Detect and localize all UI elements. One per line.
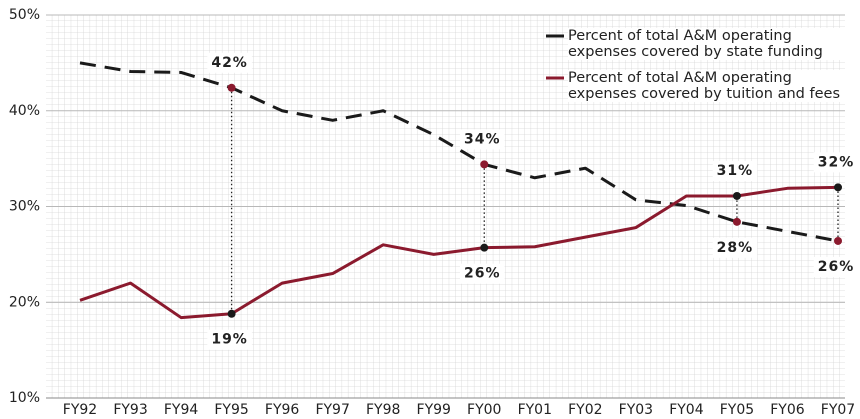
x-tick-label: FY06 — [770, 402, 805, 418]
x-tick-label: FY00 — [467, 402, 501, 418]
data-point — [227, 83, 236, 92]
legend-entry: Percent of total A&M operating expenses … — [568, 70, 858, 102]
data-label-bg — [813, 256, 859, 277]
x-tick-label: FY93 — [113, 402, 147, 418]
data-point — [227, 309, 236, 318]
data-point — [834, 236, 842, 245]
legend-entry: Percent of total A&M operating expenses … — [568, 28, 858, 60]
series-line — [79, 61, 839, 243]
data-label: 28% — [717, 240, 754, 256]
data-label-bg — [712, 160, 758, 181]
data-point — [480, 243, 489, 252]
x-tick-label: FY02 — [568, 402, 602, 418]
data-label: 19% — [211, 332, 248, 348]
data-label: 31% — [717, 163, 754, 179]
y-tick-label: 20% — [9, 294, 40, 310]
data-label: 34% — [464, 131, 501, 147]
data-label: 42% — [211, 55, 248, 71]
y-tick-label: 30% — [9, 199, 40, 215]
x-tick-label: FY95 — [214, 402, 248, 418]
data-point — [480, 160, 489, 169]
data-label-bg — [207, 52, 252, 73]
x-tick-label: FY03 — [619, 402, 653, 418]
data-label-bg — [712, 237, 758, 258]
data-label-bg — [460, 263, 505, 284]
x-tick-label: FY05 — [720, 402, 754, 418]
x-tick-label: FY04 — [669, 402, 704, 418]
y-tick-label: 10% — [9, 390, 40, 406]
series-line — [79, 185, 839, 320]
x-tick-label: FY96 — [265, 402, 300, 418]
x-tick-label: FY01 — [518, 402, 552, 418]
data-point — [834, 183, 842, 192]
data-label: 26% — [464, 266, 501, 282]
y-tick-label: 40% — [9, 103, 40, 119]
x-tick-label: FY99 — [417, 402, 451, 418]
x-tick-label: FY94 — [164, 402, 199, 418]
data-label: 26% — [818, 259, 855, 275]
x-tick-label: FY07 — [821, 402, 855, 418]
x-tick-label: FY97 — [315, 402, 349, 418]
y-tick-label: 50% — [9, 7, 40, 23]
x-tick-label: FY98 — [366, 402, 400, 418]
data-point — [732, 217, 741, 226]
data-label-bg — [813, 152, 859, 173]
data-label-bg — [460, 129, 505, 150]
x-tick-label: FY92 — [63, 402, 97, 418]
data-label-bg — [207, 329, 252, 350]
data-point — [732, 191, 741, 200]
data-label: 32% — [818, 154, 855, 170]
